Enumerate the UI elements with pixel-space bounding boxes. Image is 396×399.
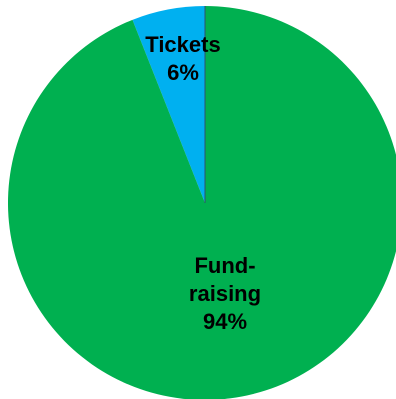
- pie-label-tickets: Tickets 6%: [145, 32, 220, 85]
- pie-label-line: Tickets: [145, 32, 220, 57]
- pie-slice-fund-raising: [8, 6, 396, 399]
- pie-label-line: 6%: [167, 60, 199, 85]
- pie-label-line: 94%: [203, 309, 247, 334]
- pie-label-fund-raising: Fund-raising 94%: [189, 253, 261, 334]
- pie-slice-tickets: [132, 5, 205, 203]
- pie-label-line: raising: [189, 281, 261, 306]
- pie-label-line: Fund-: [194, 253, 255, 278]
- pie-labels: Tickets 6% Fund-raising 94%: [145, 32, 261, 334]
- pie-slices: [8, 5, 396, 399]
